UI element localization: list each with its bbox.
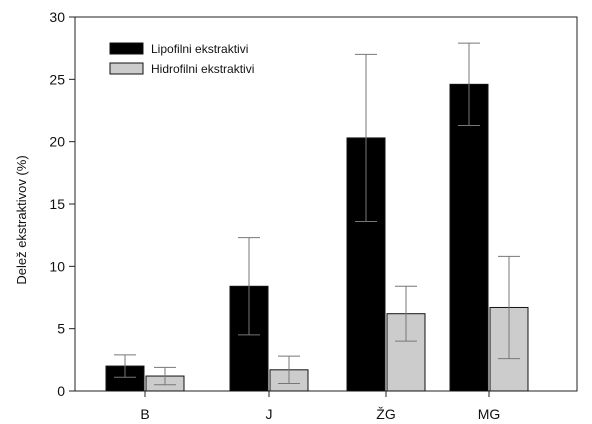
legend-label: Lipofilni ekstraktivi — [151, 42, 248, 56]
error-bars — [114, 42, 520, 386]
legend-label: Hidrofilni ekstraktivi — [151, 62, 254, 76]
legend-swatch — [109, 42, 144, 55]
y-tick-label: 5 — [57, 321, 65, 337]
legend: Lipofilni ekstraktivi Hidrofilni ekstrakt… — [109, 42, 254, 76]
x-tick-label: ŽG — [376, 406, 395, 422]
tick-labels: 0 5 10 15 20 25 30 B J ŽG MG — [49, 9, 500, 422]
y-tick-label: 15 — [49, 196, 65, 212]
legend-swatch — [109, 62, 144, 75]
y-tick-label: 30 — [49, 9, 65, 25]
x-tick-label: J — [266, 406, 273, 422]
y-tick-label: 20 — [49, 134, 65, 150]
y-axis-title: Delež ekstraktivov (%) — [14, 155, 29, 284]
x-tick-label: MG — [478, 406, 501, 422]
bar — [449, 83, 489, 392]
y-tick-label: 25 — [49, 71, 65, 87]
x-tick-label: B — [140, 406, 149, 422]
bars — [105, 83, 529, 392]
y-tick-label: 10 — [49, 258, 65, 274]
axes — [69, 16, 578, 397]
y-tick-label: 0 — [57, 383, 65, 399]
